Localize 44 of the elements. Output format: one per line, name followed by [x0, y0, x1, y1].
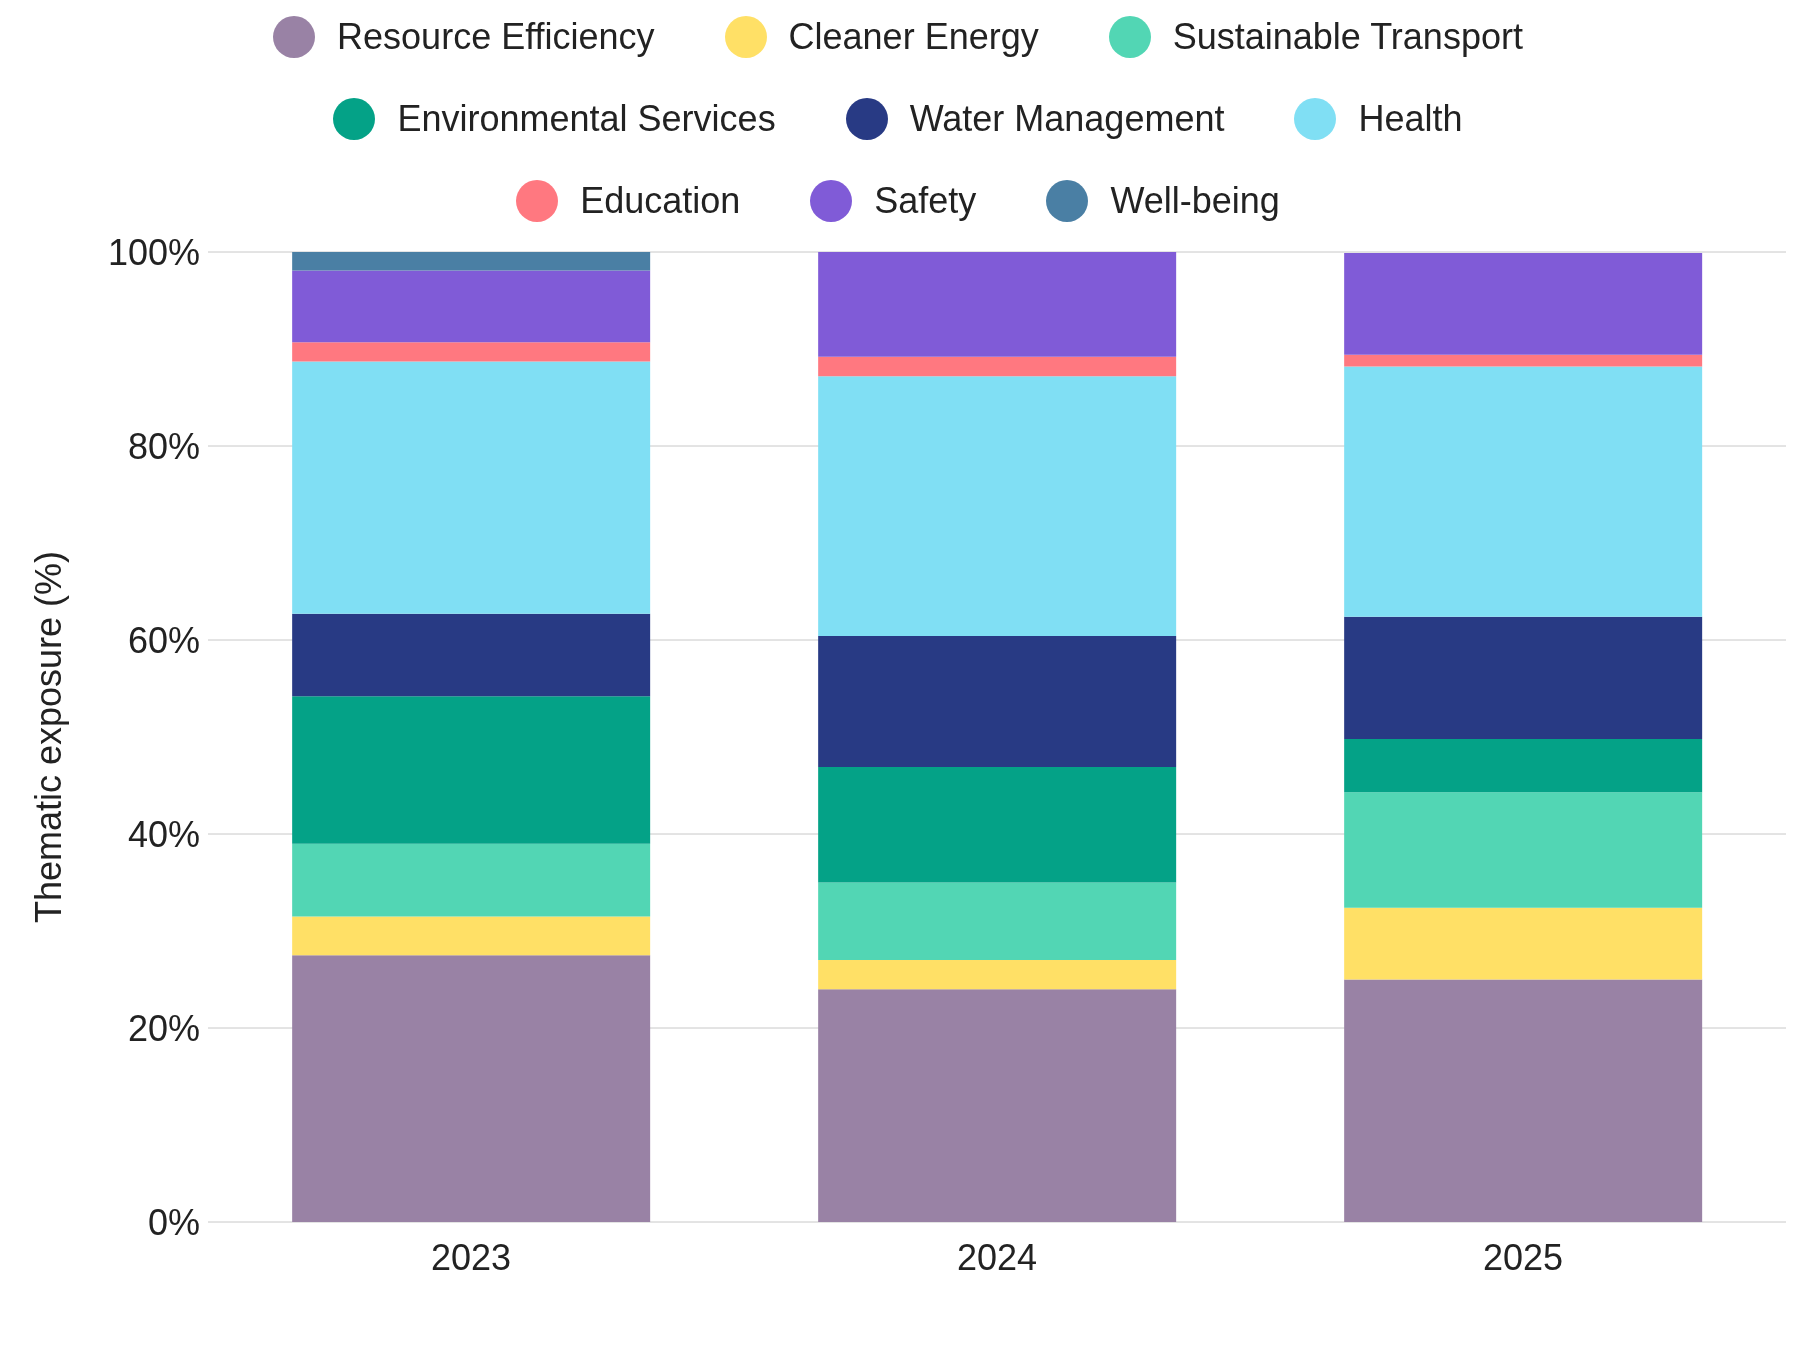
legend-label: Water Management [909, 98, 1225, 140]
bar [292, 252, 651, 271]
bar [292, 361, 651, 614]
x-tick-label: 2025 [1482, 1236, 1564, 1278]
x-tick-label: 2024 [956, 1236, 1038, 1278]
bar [818, 356, 1177, 377]
legend-label: Resource Efficiency [337, 16, 655, 58]
legend-label: Health [1358, 98, 1463, 140]
bar [1344, 616, 1703, 739]
bar [818, 960, 1177, 990]
bar [1344, 738, 1703, 793]
legend-label: Sustainable Transport [1172, 16, 1523, 58]
bar [818, 636, 1177, 768]
bar [818, 767, 1177, 883]
y-tick-label: 0% [147, 1201, 200, 1243]
bar [818, 882, 1177, 961]
legend-label: Well-being [1110, 180, 1280, 222]
bar [292, 843, 651, 917]
legend-label: Cleaner Energy [788, 16, 1039, 58]
y-axis-title: Thematic exposure (%) [27, 550, 69, 924]
bar [1344, 979, 1703, 1222]
bar [292, 916, 651, 956]
bar [292, 613, 651, 697]
bar [292, 342, 651, 362]
bar [818, 252, 1177, 357]
y-tick-label: 80% [127, 425, 200, 467]
bar [292, 955, 651, 1222]
y-tick-label: 100% [107, 231, 200, 273]
legend-label: Safety [874, 180, 977, 222]
bar [1344, 252, 1703, 355]
x-tick-label: 2023 [430, 1236, 512, 1278]
bar [292, 696, 651, 844]
bar [1344, 907, 1703, 980]
legend-label: Education [580, 180, 741, 222]
bar [1344, 366, 1703, 617]
y-tick-label: 40% [127, 813, 200, 855]
y-tick-label: 20% [127, 1007, 200, 1049]
bar [1344, 354, 1703, 367]
bar [818, 989, 1177, 1222]
y-tick-label: 60% [127, 619, 200, 661]
legend-label: Environmental Services [397, 98, 776, 140]
bar [818, 376, 1177, 637]
bar [1344, 792, 1703, 908]
bar [292, 270, 651, 343]
